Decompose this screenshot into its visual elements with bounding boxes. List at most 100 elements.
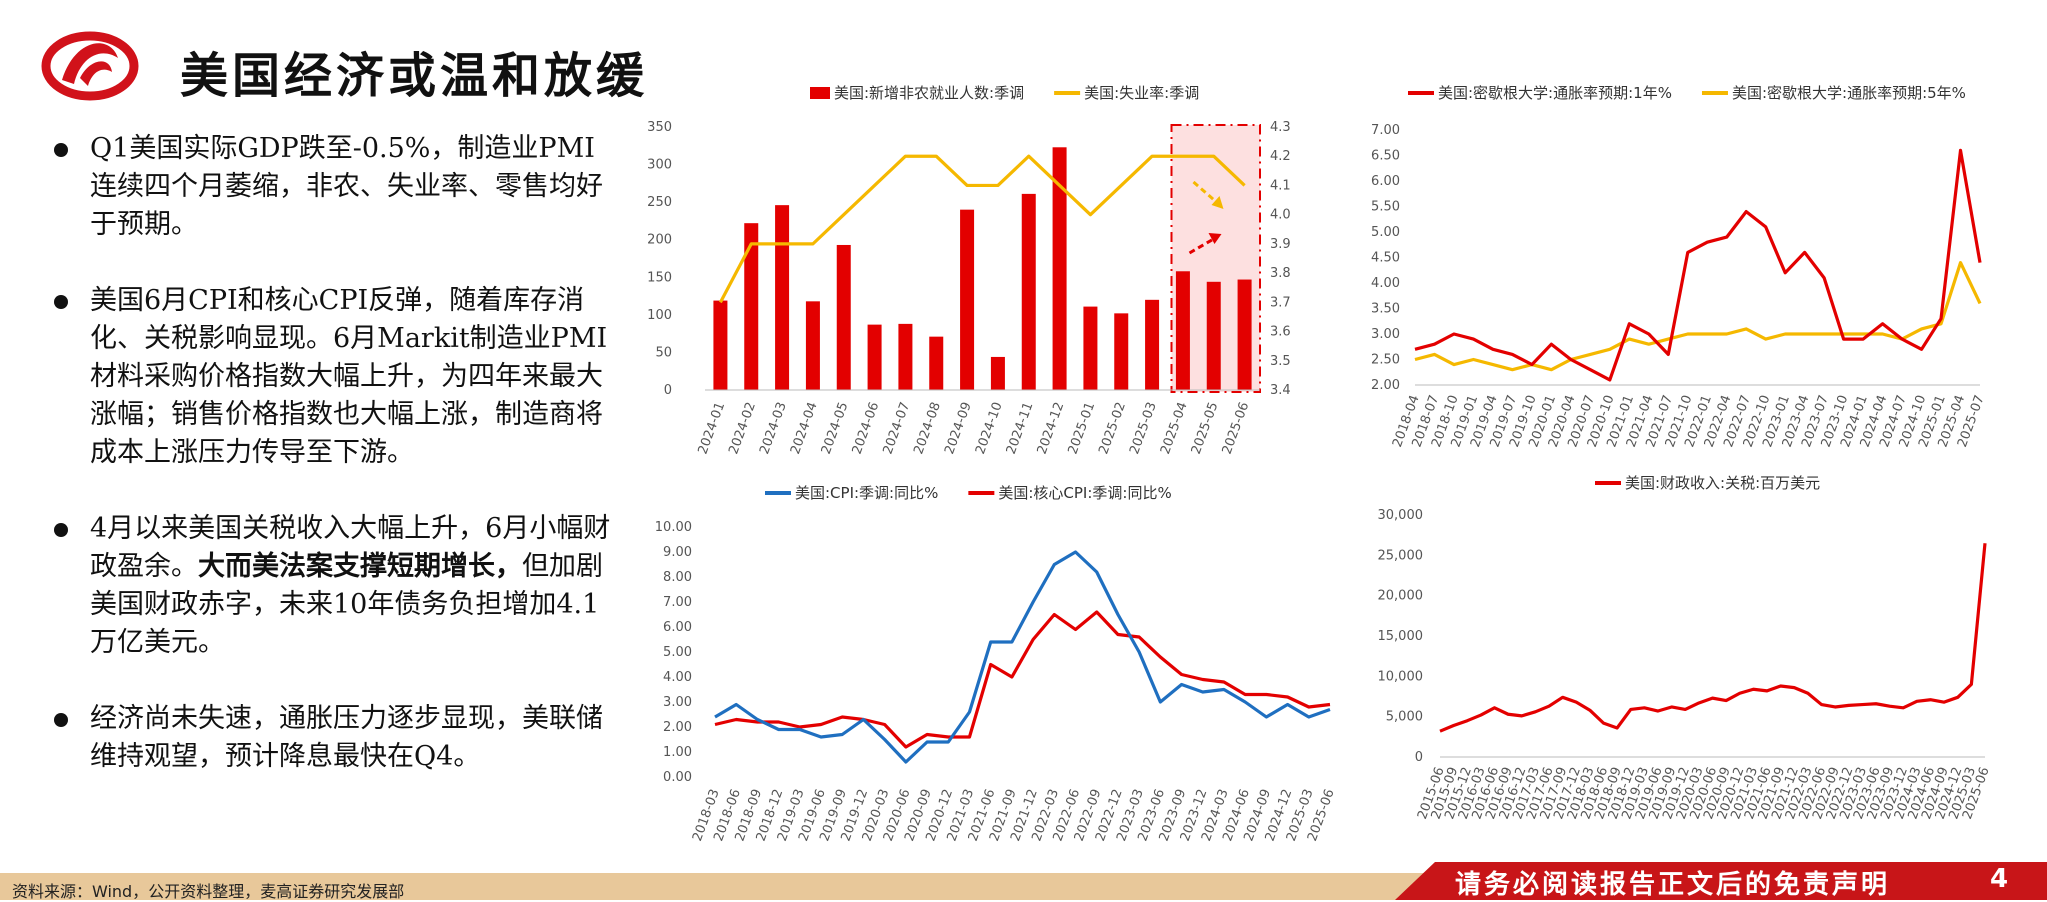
y-tick-label: 25,000 (1378, 548, 1424, 563)
bullet-item: Q1美国实际GDP跌至-0.5%，制造业PMI连续四个月萎缩，非农、失业率、零售… (48, 130, 618, 244)
chart-payrolls-svg: 美国:新增非农就业人数:季调 美国:失业率:季调 0 50 100 150 200 250 30… (647, 84, 1291, 456)
y-tick-label: 4.00 (1371, 276, 1400, 291)
bullet-item: 4月以来美国关税收入大幅上升，6月小幅财政盈余。大而美法案支撑短期增长，但加剧美… (48, 510, 618, 662)
x-tick-label: 2024-02 (726, 400, 759, 456)
y-tick-label: 2.00 (663, 720, 692, 735)
y-tick-label: 4.0 (1270, 208, 1291, 223)
x-tick-label: 2025-03 (1127, 400, 1160, 456)
y-tick-label: 0 (1415, 750, 1423, 765)
tariff-revenue-line (1439, 543, 1987, 733)
bar (836, 244, 851, 390)
y-tick-label: 6.00 (663, 620, 692, 635)
up-arrow-head-icon (1208, 233, 1222, 244)
y-tick-label: 5,000 (1386, 710, 1423, 725)
bullet-item: 经济尚未失速，通胀压力逐步显现，美联储维持观望，预计降息最快在Q4。 (48, 700, 618, 776)
bullet-dot-icon (54, 295, 68, 309)
bullet-text-bold: 大而美法案支撑短期增长， (198, 551, 522, 582)
chart-cpi-svg: 美国:CPI:季调:同比% 美国:核心CPI:季调:同比% 0.00 1.00 2.00… (655, 484, 1338, 843)
bar (713, 300, 728, 390)
bar (775, 205, 790, 390)
footer-notice-banner (1395, 862, 2047, 900)
company-logo (40, 28, 140, 104)
y-tick-label: 100 (647, 308, 672, 323)
x-tick-label: 2024-05 (819, 400, 852, 456)
bullet-text: 4月以来美国关税收入大幅上升，6月小幅财政盈余。 (90, 513, 611, 582)
bullet-text: Q1美国实际GDP跌至-0.5%，制造业PMI连续四个月萎缩，非农、失业率、零售… (90, 133, 603, 240)
y-tick-label: 4.3 (1270, 120, 1291, 135)
y-tick-label: 3.9 (1270, 237, 1291, 252)
bar (1145, 299, 1160, 390)
y-tick-label: 15,000 (1378, 629, 1424, 644)
x-tick-label: 2024-07 (880, 400, 913, 456)
x-tick-label: 2024-03 (757, 400, 790, 456)
y-tick-label: 200 (647, 233, 672, 248)
y-tick-label: 5.00 (1371, 225, 1400, 240)
bar (990, 356, 1005, 390)
y-tick-label: 10,000 (1378, 669, 1424, 684)
bullet-text: 美国6月CPI和核心CPI反弹，随着库存消化、关税影响显现。6月Markit制造… (90, 285, 608, 468)
y-tick-label: 250 (647, 195, 672, 210)
x-tick-label: 2024-01 (695, 400, 728, 456)
y-tick-label: 150 (647, 270, 672, 285)
y-tick-label: 3.7 (1270, 295, 1291, 310)
bullet-dot-icon (54, 143, 68, 157)
bar (1052, 147, 1067, 390)
chart-tariff-svg: 美国:财政收入:关税:百万美元 0 5,000 10,000 15,000 20,000 2… (1378, 474, 1993, 821)
x-tick-label: 2024-10 (973, 400, 1006, 456)
y-tick-label: 6.50 (1371, 149, 1400, 164)
x-tick-label: 2025-04 (1158, 400, 1191, 456)
y-tick-label: 3.4 (1270, 383, 1291, 398)
bar (1114, 313, 1129, 390)
series-5yr-line (1414, 261, 1982, 372)
y-tick-label: 3.8 (1270, 266, 1291, 281)
legend-label: 美国:密歇根大学:通胀率预期:1年% (1438, 84, 1672, 102)
y-tick-label: 300 (647, 158, 672, 173)
y-tick-label: 3.6 (1270, 325, 1291, 340)
y-tick-label: 1.00 (663, 745, 692, 760)
y-tick-label: 5.00 (663, 645, 692, 660)
y-tick-label: 6.00 (1371, 174, 1400, 189)
y-tick-label: 9.00 (663, 545, 692, 560)
x-tick-label: 2025-06 (1220, 400, 1253, 456)
legend-label: 美国:CPI:季调:同比% (795, 484, 938, 502)
series-1yr-line (1414, 148, 1982, 382)
y-tick-label: 3.00 (663, 695, 692, 710)
legend-label: 美国:失业率:季调 (1084, 84, 1199, 102)
x-tick-label: 2025-02 (1096, 400, 1129, 456)
y-tick-label: 50 (655, 345, 672, 360)
y-tick-label: 10.00 (655, 520, 692, 535)
bullet-list: Q1美国实际GDP跌至-0.5%，制造业PMI连续四个月萎缩，非农、失业率、零售… (48, 130, 618, 814)
bar (1237, 279, 1252, 390)
y-tick-label: 3.50 (1371, 302, 1400, 317)
y-tick-label: 4.00 (663, 670, 692, 685)
y-tick-label: 4.2 (1270, 149, 1291, 164)
x-tick-label: 2025-01 (1065, 400, 1098, 456)
legend-label: 美国:新增非农就业人数:季调 (834, 84, 1024, 102)
x-tick-label: 2024-06 (850, 400, 883, 456)
y-tick-label: 0 (664, 383, 672, 398)
core-cpi-line (714, 610, 1331, 749)
page-title: 美国经济或温和放缓 (180, 48, 649, 104)
y-tick-label: 7.00 (1371, 123, 1400, 138)
x-tick-label: 2024-08 (911, 400, 944, 456)
x-tick-label: 2025-05 (1189, 400, 1222, 456)
down-arrow-icon (1192, 180, 1219, 205)
bar (1175, 271, 1190, 390)
unemployment-line (719, 154, 1246, 304)
footer-source: 资料来源：Wind，公开资料整理，麦高证券研究发展部 (12, 882, 405, 901)
cpi-line (714, 550, 1331, 764)
bar (898, 323, 913, 390)
y-tick-label: 3.00 (1371, 327, 1400, 342)
y-tick-label: 5.50 (1371, 200, 1400, 215)
y-tick-label: 30,000 (1378, 508, 1424, 523)
bar (960, 209, 975, 390)
y-tick-label: 4.1 (1270, 178, 1291, 193)
down-arrow-head-icon (1211, 196, 1224, 209)
bar (805, 301, 820, 390)
bullet-text: 经济尚未失速，通胀压力逐步显现，美联储维持观望，预计降息最快在Q4。 (90, 703, 603, 772)
legend-label: 美国:核心CPI:季调:同比% (998, 484, 1171, 502)
chart-cpi: 美国:CPI:季调:同比% 美国:核心CPI:季调:同比% 0.00 1.00 2.00… (640, 475, 1340, 860)
legend-label: 美国:财政收入:关税:百万美元 (1625, 474, 1820, 492)
y-tick-label: 8.00 (663, 570, 692, 585)
y-tick-label: 7.00 (663, 595, 692, 610)
